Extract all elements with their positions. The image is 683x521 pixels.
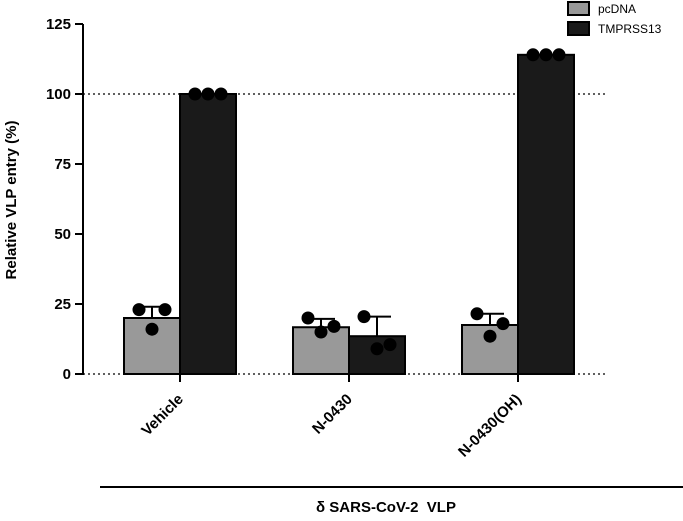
legend-label-pcdna: pcDNA: [598, 2, 636, 16]
data-point: [357, 310, 371, 324]
data-point: [470, 307, 484, 321]
y-tick-label: 75: [54, 156, 71, 173]
data-point: [552, 48, 566, 62]
y-axis-title: Relative VLP entry (%): [3, 121, 20, 280]
data-point: [539, 48, 553, 62]
y-axis: 0 25 50 75 100 125: [46, 16, 84, 383]
data-point: [188, 87, 202, 101]
data-point: [314, 325, 328, 339]
data-point: [201, 87, 215, 101]
legend-swatch-pcdna: [567, 1, 590, 16]
data-point: [383, 338, 397, 352]
data-point: [301, 311, 315, 325]
bar-tmprss13-2: [517, 53, 575, 376]
data-point: [526, 48, 540, 62]
data-point: [327, 319, 341, 333]
y-tick-label: 50: [54, 226, 71, 243]
y-tick-label: 125: [46, 16, 71, 33]
data-point: [370, 342, 384, 356]
data-point: [145, 322, 159, 336]
data-point: [496, 317, 510, 331]
y-tick-label: 100: [46, 86, 71, 103]
bar-tmprss13-0: [179, 93, 237, 375]
legend-swatch-tmprss13: [567, 21, 590, 36]
y-tick-label: 25: [54, 296, 71, 313]
x-axis: Vehicle N-0430 N-0430(OH): [138, 374, 525, 461]
x-tick-label: N-0430(OH): [455, 391, 525, 461]
data-points: [132, 48, 566, 356]
y-tick-label: 0: [63, 366, 71, 383]
x-tick-label: N-0430: [309, 391, 356, 438]
x-axis-title: δ SARS-CoV-2 VLP: [316, 499, 456, 516]
data-point: [214, 87, 228, 101]
data-point: [132, 303, 146, 317]
data-point: [483, 329, 497, 343]
legend-label-tmprss13: TMPRSS13: [598, 22, 662, 36]
x-tick-label: Vehicle: [138, 391, 187, 440]
legend: pcDNA TMPRSS13: [567, 1, 662, 36]
data-point: [158, 303, 172, 317]
